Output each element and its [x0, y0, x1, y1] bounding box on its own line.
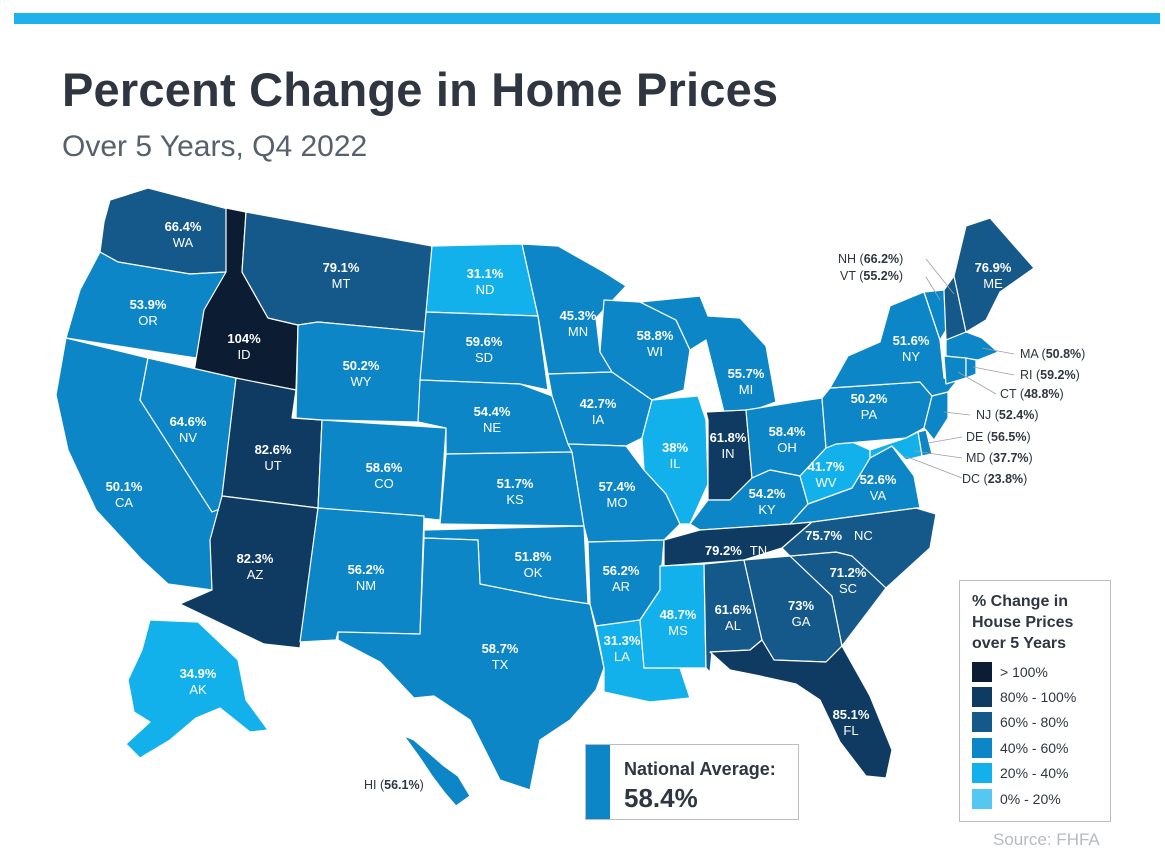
- legend-label: 80% - 100%: [1000, 689, 1077, 705]
- label-IN: 61.8% IN: [710, 430, 747, 461]
- state-MD: [869, 431, 923, 461]
- ext-label-NH: NH (66.2%): [838, 252, 903, 266]
- label-SD: 59.6% SD: [466, 334, 503, 365]
- state-HI: [403, 735, 471, 807]
- state-IL: [641, 395, 709, 525]
- label-SC: 71.2% SC: [830, 565, 867, 596]
- label-MI: 55.7% MI: [728, 366, 765, 397]
- label-PA: 50.2% PA: [851, 391, 888, 422]
- label-OH: 58.4% OH: [769, 424, 806, 455]
- legend-label: 20% - 40%: [1000, 765, 1069, 781]
- label-TX: 58.7% TX: [482, 641, 519, 672]
- label-MS: 48.7% MS: [660, 607, 697, 638]
- ext-label-DE: DE (56.5%): [966, 430, 1031, 444]
- state-NV: [139, 357, 237, 513]
- label-MN: 45.3% MN: [560, 308, 597, 339]
- ext-label-MD: MD (37.7%): [966, 451, 1033, 465]
- label-ND: 31.1% ND: [467, 266, 504, 297]
- legend-label: 60% - 80%: [1000, 714, 1069, 730]
- external-labels: NH (66.2%) VT (55.2%) MA (50.8%) RI (59.…: [364, 252, 1085, 792]
- label-UT: 82.6% UT: [255, 442, 292, 473]
- label-OK: 51.8% OK: [515, 549, 552, 580]
- state-shapes: [55, 187, 1035, 807]
- label-WI: 58.8% WI: [637, 328, 674, 359]
- label-WY: 50.2% WY: [343, 358, 380, 389]
- label-KY: 54.2% KY: [749, 486, 786, 517]
- national-average-swatch: [586, 745, 610, 819]
- state-NY: [829, 291, 957, 397]
- label-MT: 79.1% MT: [323, 260, 360, 291]
- legend-item: > 100%: [972, 662, 1048, 682]
- label-ID: 104% ID: [227, 331, 261, 362]
- ext-label-MA: MA (50.8%): [1020, 347, 1085, 361]
- legend-swatch: [972, 738, 992, 758]
- label-LA: 31.3% LA: [604, 633, 641, 664]
- legend-item: 40% - 60%: [972, 738, 1068, 758]
- label-NV: 64.6% NV: [170, 414, 207, 445]
- legend-label: 0% - 20%: [1000, 791, 1061, 807]
- legend-swatch: [972, 789, 992, 809]
- label-NM: 56.2% NM: [348, 562, 385, 593]
- ext-label-DC: DC (23.8%): [962, 472, 1027, 486]
- state-AK: [125, 619, 269, 759]
- label-NE: 54.4% NE: [474, 404, 511, 435]
- state-SD: [419, 311, 549, 391]
- ext-label-HI: HI (56.1%): [364, 778, 424, 792]
- label-NY: 51.6% NY: [893, 333, 930, 364]
- state-RI: [965, 357, 977, 379]
- ext-label-CT: CT (48.8%): [1000, 387, 1064, 401]
- legend-item: 0% - 20%: [972, 789, 1061, 809]
- legend-label: 40% - 60%: [1000, 740, 1069, 756]
- label-OR: 53.9% OR: [130, 297, 167, 328]
- state-NJ: [923, 391, 949, 441]
- ext-label-VT: VT (55.2%): [840, 269, 903, 283]
- label-ME: 76.9% ME: [975, 260, 1012, 291]
- label-CO: 58.6% CO: [366, 460, 403, 491]
- state-TX: [337, 537, 605, 791]
- legend: % Change in House Prices over 5 Years > …: [959, 580, 1111, 822]
- state-MO: [567, 443, 681, 543]
- label-KS: 51.7% KS: [497, 476, 534, 507]
- legend-item: 20% - 40%: [972, 763, 1068, 783]
- label-IL: 38% IL: [662, 440, 688, 471]
- label-NC: 75.7% NC: [805, 528, 873, 543]
- legend-label: > 100%: [1000, 664, 1048, 680]
- label-WA: 66.4% WA: [165, 219, 202, 250]
- label-GA: 73% GA: [788, 598, 814, 629]
- label-WV: 41.7% WV: [808, 459, 845, 490]
- label-FL: 85.1% FL: [833, 707, 870, 738]
- state-labels: 66.4% WA 53.9% OR 50.1% CA 104% ID 64.6% NV 8…: [106, 219, 1012, 738]
- legend-item: 80% - 100%: [972, 687, 1076, 707]
- legend-item: 60% - 80%: [972, 712, 1068, 732]
- page-subtitle: Over 5 Years, Q4 2022: [62, 130, 368, 163]
- legend-title: % Change in House Prices over 5 Years: [972, 593, 1074, 652]
- legend-swatch: [972, 712, 992, 732]
- label-AR: 56.2% AR: [603, 563, 640, 594]
- legend-swatch: [972, 687, 992, 707]
- label-TN: 79.2% TN: [705, 543, 767, 558]
- legend-swatch: [972, 763, 992, 783]
- page-title: Percent Change in Home Prices: [62, 63, 779, 116]
- national-average-label: National Average:: [624, 759, 776, 779]
- label-CA: 50.1% CA: [106, 479, 143, 510]
- source-note: Source: FHFA: [993, 830, 1100, 849]
- label-AZ: 82.3% AZ: [237, 551, 274, 582]
- state-FL: [709, 639, 893, 779]
- top-accent-bar: [14, 13, 1160, 24]
- ext-label-RI: RI (59.2%): [1020, 368, 1080, 382]
- label-VA: 52.6% VA: [860, 472, 897, 503]
- state-CT: [943, 355, 967, 385]
- leader-lines: [904, 258, 1015, 479]
- label-AL: 61.6% AL: [715, 602, 752, 633]
- legend-swatch: [972, 662, 992, 682]
- label-IA: 42.7% IA: [580, 396, 617, 427]
- label-MO: 57.4% MO: [599, 479, 636, 510]
- state-ME: [953, 217, 1035, 333]
- label-AK: 34.9% AK: [180, 666, 217, 697]
- ext-label-NJ: NJ (52.4%): [976, 408, 1039, 422]
- state-MN: [521, 243, 627, 375]
- national-average-box: National Average: 58.4%: [585, 744, 799, 820]
- national-average-value: 58.4%: [624, 783, 698, 813]
